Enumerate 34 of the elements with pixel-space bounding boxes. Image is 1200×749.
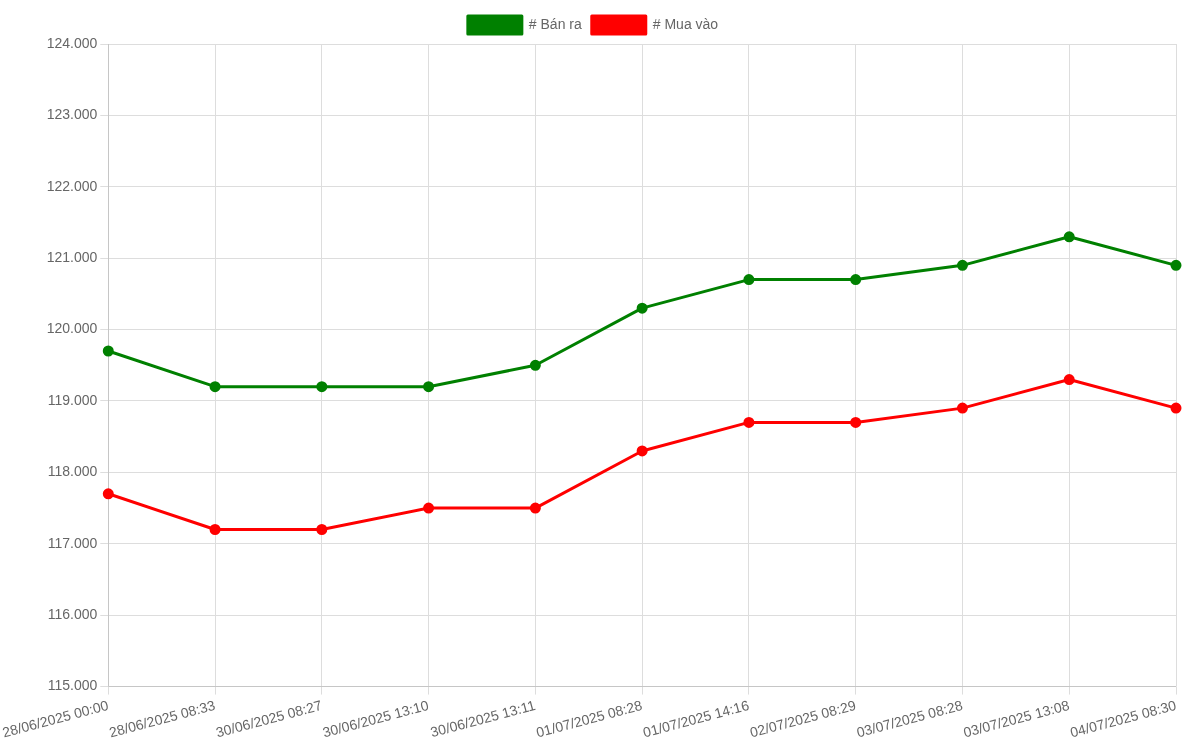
point xyxy=(209,381,221,393)
point xyxy=(743,416,755,428)
legend-label: # Mua vào xyxy=(652,15,719,32)
y-tick-label: 115.000 xyxy=(47,677,98,694)
point xyxy=(956,259,968,271)
point xyxy=(529,502,541,514)
point xyxy=(209,523,221,535)
point xyxy=(636,445,648,457)
point xyxy=(1170,259,1182,271)
point xyxy=(636,302,648,314)
point xyxy=(850,416,862,428)
y-tick-label: 120.000 xyxy=(46,320,98,337)
point xyxy=(1063,231,1075,243)
y-tick-label: 118.000 xyxy=(47,463,98,480)
point xyxy=(102,345,114,357)
point xyxy=(1063,374,1075,386)
legend-label: # Bán ra xyxy=(528,15,582,32)
y-tick-label: 117.000 xyxy=(47,534,98,551)
y-tick-label: 123.000 xyxy=(46,106,98,123)
point xyxy=(102,488,114,500)
point xyxy=(743,274,755,286)
point xyxy=(1170,402,1182,414)
point xyxy=(529,359,541,371)
y-tick-label: 119.000 xyxy=(47,391,98,408)
point xyxy=(423,502,435,514)
point xyxy=(850,274,862,286)
point xyxy=(316,523,328,535)
point xyxy=(956,402,968,414)
y-tick-label: 116.000 xyxy=(47,606,98,623)
point xyxy=(423,381,435,393)
y-tick-label: 124.000 xyxy=(46,34,98,51)
y-tick-label: 122.000 xyxy=(46,177,98,194)
y-tick-label: 121.000 xyxy=(46,249,98,266)
point xyxy=(316,381,328,393)
